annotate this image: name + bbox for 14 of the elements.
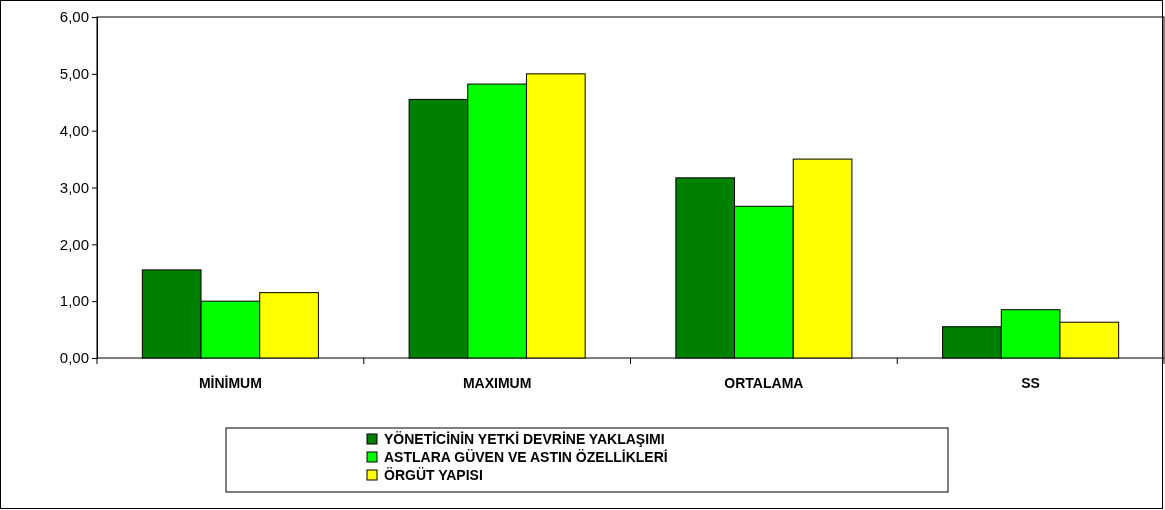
legend-label: ÖRGÜT YAPISI [384,467,483,483]
y-tick-label: 2,00 [59,235,89,253]
y-tick-label: 0,00 [59,349,89,367]
y-tick-label: 6,00 [59,8,89,26]
y-tick-label: 5,00 [59,65,89,83]
x-tick-label: ORTALAMA [724,374,804,391]
legend-label: ASTLARA GÜVEN VE ASTIN ÖZELLİKLERİ [384,449,668,465]
x-tick-label: MİNİMUM [198,374,262,391]
y-tick-label: 4,00 [59,121,89,139]
legend-label: YÖNETİCİNİN YETKİ DEVRİNE YAKLAŞIMI [384,431,665,447]
x-tick-label: SS [1021,374,1040,391]
y-tick-label: 1,00 [59,292,89,310]
y-tick-label: 3,00 [59,178,89,196]
x-tick-label: MAXIMUM [462,374,532,391]
